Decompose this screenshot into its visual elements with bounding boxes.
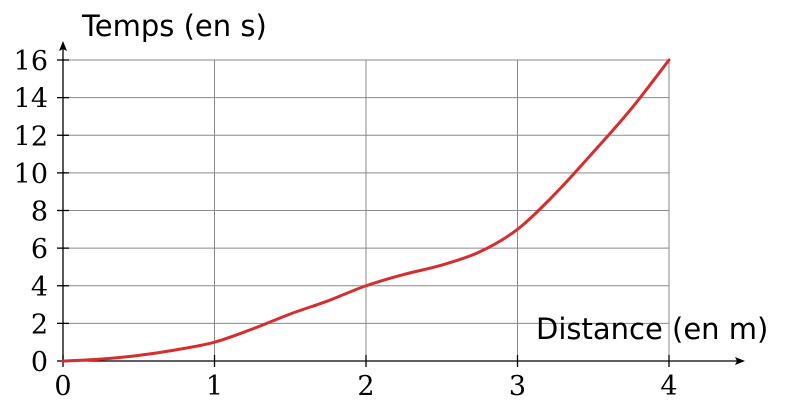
x-axis-title: Distance (en m) xyxy=(536,312,768,346)
series xyxy=(61,58,671,363)
y-tick-label: 0 xyxy=(31,347,48,378)
y-tick-label: 14 xyxy=(14,84,48,115)
x-tick-label: 0 xyxy=(54,371,71,402)
y-tick-label: 16 xyxy=(14,46,48,77)
y-tick-label: 12 xyxy=(14,121,48,152)
x-tick-label: 1 xyxy=(206,371,223,402)
y-tick-label: 10 xyxy=(14,159,48,190)
x-tick-label: 2 xyxy=(357,371,374,402)
x-tick-label: 4 xyxy=(660,371,677,402)
y-tick-label: 6 xyxy=(31,234,48,265)
series-line xyxy=(61,58,671,363)
grid xyxy=(63,59,670,361)
y-tick-label: 2 xyxy=(31,309,48,340)
x-axis-arrow xyxy=(735,357,745,365)
y-axis-title: Temps (en s) xyxy=(81,9,267,43)
x-tick-label: 3 xyxy=(509,371,526,402)
y-tick-label: 8 xyxy=(31,197,48,228)
y-tick-label: 4 xyxy=(31,272,48,303)
y-axis-arrow xyxy=(59,41,67,51)
